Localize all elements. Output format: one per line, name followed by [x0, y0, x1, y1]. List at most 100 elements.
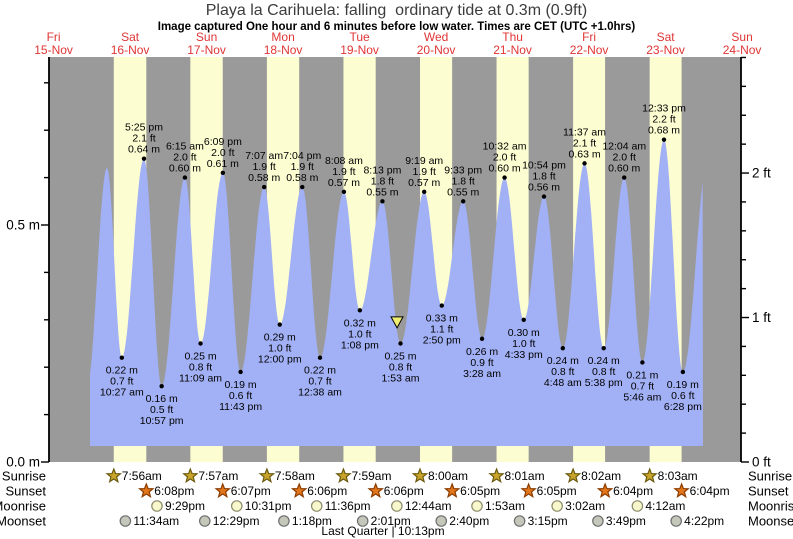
tide-annotation-time: 3:28 am: [463, 368, 501, 380]
tide-low-dot: [601, 346, 606, 351]
tide-annotation-ft: 0.6 ft: [671, 390, 694, 402]
tide-annotation-ft: 0.6 ft: [229, 390, 252, 402]
sunrise-time: 7:59am: [351, 469, 391, 483]
left-axis-label: 0.0 m: [6, 455, 40, 470]
moonrise-time: 3:02am: [565, 499, 605, 513]
tide-annotation-m: 0.68 m: [648, 125, 680, 137]
tide-annotation-m: 0.57 m: [328, 177, 360, 189]
moonset-circle-icon: [592, 515, 604, 527]
tide-annotation-time: 4:48 am: [544, 377, 582, 389]
tide-annotation-m: 0.60 m: [608, 163, 640, 175]
moonrise-circle-icon: [391, 500, 403, 512]
tide-annotation-ft: 2.1 ft: [573, 137, 596, 149]
sunrise-star-icon: [488, 467, 505, 484]
tide-annotation-ft: 2.0 ft: [173, 152, 196, 164]
sunrise-time: 7:58am: [275, 469, 315, 483]
day-label-weekday: Thu: [502, 30, 523, 44]
moonset-circle-icon: [435, 515, 448, 527]
tide-annotation-time: 6:09 pm: [204, 136, 242, 148]
sunset-time: 6:04pm: [690, 484, 730, 498]
day-label-date: 20-Nov: [417, 43, 456, 57]
tide-low-dot: [119, 355, 125, 360]
tide-annotation-m: 0.55 m: [366, 186, 398, 198]
sunset-time: 6:07pm: [231, 484, 271, 498]
moonset-circle-icon: [513, 515, 526, 527]
tide-high-dot: [622, 175, 627, 180]
tide-annotation-time: 5:46 am: [623, 391, 661, 403]
tide-annotation-m: 0.64 m: [128, 144, 160, 156]
tide-annotation-time: 12:38 am: [298, 387, 342, 399]
tide-annotation-time: 11:09 am: [179, 373, 222, 385]
day-label-date: 18-Nov: [264, 43, 303, 57]
legend-row-label-right: Sunrise: [748, 469, 792, 484]
tide-low-dot: [560, 346, 565, 351]
day-label-weekday: Sat: [657, 30, 676, 44]
tide-annotation-time: 5:38 pm: [585, 377, 623, 389]
sunset-time: 6:04pm: [613, 484, 653, 498]
tide-annotation-time: 6:15 am: [166, 141, 204, 153]
tide-annotation-m: 0.58 m: [286, 172, 318, 184]
tide-annotation-ft: 1.1 ft: [430, 324, 453, 336]
sunset-star-icon: [443, 482, 461, 499]
tide-annotation-time: 8:08 am: [325, 155, 363, 167]
tide-annotation-time: 12:04 am: [602, 141, 646, 153]
chart-subtitle: Image captured One hour and 6 minutes be…: [157, 21, 636, 33]
moonrise-time: 9:29pm: [165, 499, 205, 513]
legend-row-label-left: Sunset: [6, 484, 47, 499]
tide-high-dot: [460, 199, 466, 204]
tide-annotation-m: 0.21 m: [626, 369, 658, 381]
right-axis-label: 1 ft: [752, 310, 771, 325]
tide-high-dot: [380, 199, 385, 204]
moonrise-circle-icon: [151, 500, 163, 512]
legend-row-label-right: Moonset: [748, 514, 793, 529]
tide-annotation-time: 11:43 pm: [219, 401, 262, 413]
tide-annotation-ft: 0.7 ft: [308, 376, 331, 388]
tide-annotation-time: 12:00 pm: [258, 354, 302, 366]
tide-low-dot: [357, 308, 363, 313]
tide-low-dot: [198, 341, 203, 346]
tide-annotation-m: 0.57 m: [408, 177, 440, 189]
tide-annotation-time: 9:19 am: [405, 155, 443, 167]
right-axis-label: 0 ft: [752, 455, 771, 470]
tide-high-dot: [261, 184, 267, 190]
sunrise-star-icon: [335, 467, 352, 484]
moonset-circle-icon: [356, 515, 369, 527]
moonset-circle-icon: [198, 515, 211, 527]
sunset-time: 6:05pm: [460, 484, 500, 498]
tide-annotation-ft: 1.8 ft: [532, 171, 555, 183]
tide-annotation-time: 8:13 pm: [363, 164, 401, 176]
tide-annotation-time: 1:53 am: [382, 373, 420, 385]
tide-low-dot: [521, 317, 526, 322]
tide-annotation-time: 10:57 pm: [140, 415, 184, 427]
sunrise-time: 8:02am: [581, 469, 621, 483]
tide-annotation-ft: 1.0 ft: [512, 338, 535, 350]
tide-annotation-time: 4:33 pm: [505, 349, 543, 361]
day-label-date: 16-Nov: [111, 43, 150, 57]
day-label-date: 19-Nov: [340, 43, 379, 57]
tide-annotation-time: 5:25 pm: [125, 122, 163, 134]
moonset-time: 1:18pm: [292, 514, 332, 528]
tide-annotation-ft: 0.9 ft: [470, 357, 493, 369]
tide-low-dot: [238, 369, 243, 375]
tide-annotation-m: 0.22 m: [304, 365, 336, 377]
day-label-weekday: Tue: [349, 30, 370, 44]
tide-high-dot: [582, 161, 587, 166]
tide-annotation-m: 0.26 m: [466, 346, 498, 358]
day-label-date: 21-Nov: [493, 43, 532, 57]
tide-high-dot: [541, 194, 547, 199]
tide-annotation-m: 0.60 m: [489, 163, 521, 175]
moonset-circle-icon: [278, 515, 290, 527]
moonset-time: 2:01pm: [371, 514, 411, 528]
tide-annotation-ft: 2.2 ft: [652, 114, 675, 126]
day-label-date: 23-Nov: [646, 43, 685, 57]
tide-annotation-m: 0.24 m: [547, 355, 579, 367]
day-label-date: 17-Nov: [187, 43, 226, 57]
tide-annotation-ft: 0.7 ft: [631, 380, 654, 392]
day-label-date: 22-Nov: [570, 43, 609, 57]
moonrise-time: 10:31pm: [245, 499, 292, 513]
day-label-weekday: Fri: [47, 30, 61, 44]
legend-row-label-left: Moonrise: [0, 499, 46, 514]
sunset-time: 6:08pm: [154, 484, 194, 498]
tide-annotation-time: 12:33 pm: [642, 103, 686, 115]
